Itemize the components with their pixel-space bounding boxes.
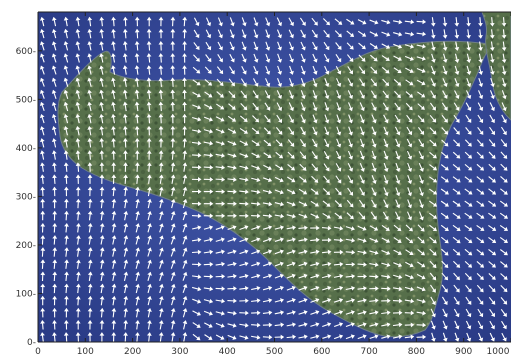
y-tick-label: 300- — [16, 192, 36, 202]
x-tick-label: 900 — [455, 347, 472, 357]
y-tick-label: 0- — [27, 338, 36, 348]
x-tick-label: 0 — [35, 347, 41, 357]
x-tick-label: 600 — [313, 347, 330, 357]
x-tick-label: 200 — [124, 347, 141, 357]
x-tick-label: 500 — [266, 347, 283, 357]
y-tick-label: 200- — [16, 241, 36, 251]
y-tick-label: 600- — [16, 47, 36, 57]
map-plot-area — [38, 12, 511, 343]
y-tick-label: 500- — [16, 95, 36, 105]
x-tick-label: 700 — [361, 347, 378, 357]
x-tick-label: 1000 — [487, 347, 510, 357]
y-tick-label: 100- — [16, 289, 36, 299]
y-tick-label: 400- — [16, 144, 36, 154]
x-tick-label: 800 — [408, 347, 425, 357]
x-tick-label: 300 — [171, 347, 188, 357]
x-tick-label: 100 — [77, 347, 94, 357]
x-tick-label: 400 — [219, 347, 236, 357]
